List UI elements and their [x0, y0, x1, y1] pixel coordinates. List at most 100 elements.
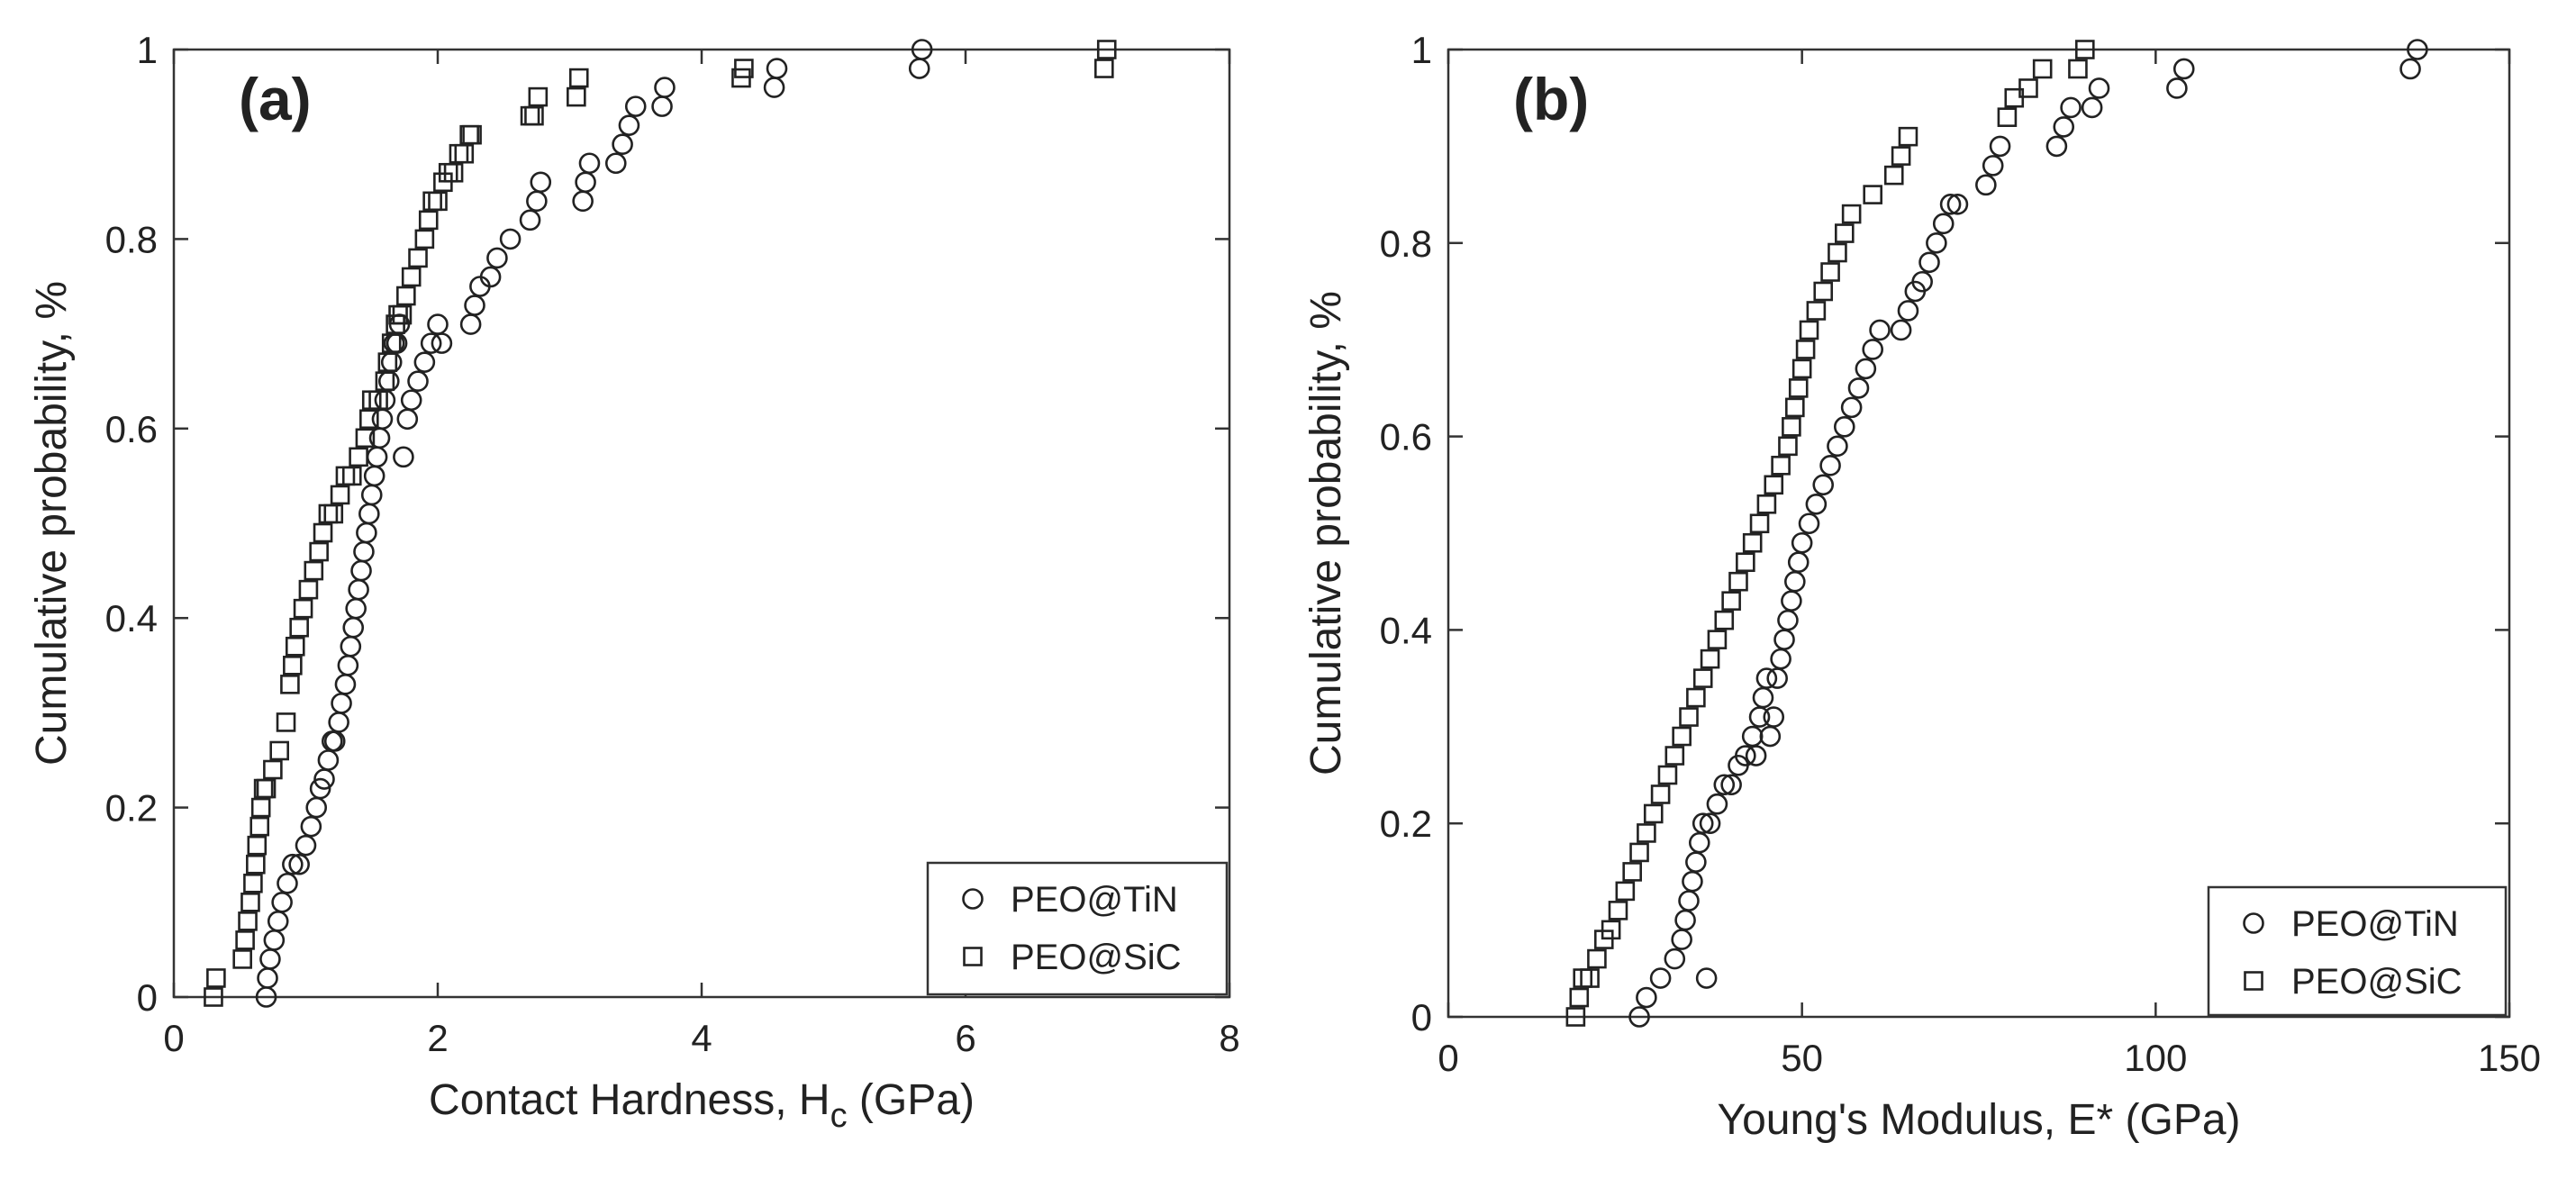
data-point [1812, 474, 1835, 496]
data-point [1798, 512, 1820, 535]
data-point [1664, 948, 1686, 970]
x-tick-label: 0 [163, 1017, 184, 1059]
legend-label: PEO@TiN [2291, 904, 2459, 944]
x-tick-label: 2 [427, 1017, 448, 1059]
data-point [479, 266, 502, 288]
legend-label: PEO@SiC [1011, 938, 1182, 977]
series-peo-sic [1565, 40, 2095, 1027]
data-point [519, 209, 541, 231]
data-point [1799, 320, 1819, 340]
y-tick-label: 0 [1411, 996, 1432, 1038]
data-point [567, 86, 586, 107]
data-point [530, 171, 552, 194]
data-point [243, 873, 263, 893]
data-point [309, 777, 331, 800]
data-point [304, 560, 324, 581]
data-point [1664, 746, 1685, 766]
data-point [238, 911, 258, 931]
data-point [1706, 793, 1728, 815]
data-point [1695, 967, 1718, 989]
data-point [2407, 39, 2428, 60]
data-point [1764, 475, 1784, 495]
data-point [524, 105, 544, 126]
y-tick-label: 0.4 [105, 597, 158, 639]
data-point [392, 304, 413, 325]
data-point [256, 778, 277, 799]
data-point [407, 370, 429, 393]
data-point [1863, 185, 1882, 204]
data-point [282, 853, 304, 875]
data-point [280, 675, 300, 694]
data-point [249, 816, 270, 837]
data-point [1805, 493, 1828, 515]
data-point [568, 68, 589, 88]
data-point [1601, 920, 1621, 940]
data-point [654, 77, 676, 98]
data-point [1735, 745, 1756, 766]
data-point [1713, 774, 1736, 796]
data-point [1728, 571, 1748, 592]
x-tick-label: 150 [2478, 1037, 2541, 1079]
data-point [277, 872, 298, 894]
legend-marker [963, 947, 983, 966]
data-point [1580, 968, 1600, 988]
legend-box [2207, 885, 2508, 1017]
data-point [911, 39, 933, 60]
data-point [1720, 774, 1742, 796]
data-point [269, 740, 290, 761]
data-point [1692, 812, 1714, 835]
data-point [276, 712, 296, 732]
data-point [1699, 812, 1721, 835]
data-point [766, 58, 788, 79]
data-point [486, 247, 508, 269]
data-point [393, 446, 414, 468]
y-axis-label: Cumulative probability, % [28, 281, 76, 766]
data-point [1855, 358, 1877, 380]
x-tick-label: 50 [1781, 1037, 1823, 1079]
series-peo-tin [1628, 39, 2428, 1028]
data-point [1637, 823, 1656, 843]
data-point [1847, 377, 1870, 399]
data-point [1827, 435, 1848, 458]
data-point [2172, 58, 2195, 80]
data-point [1686, 687, 1706, 708]
y-tick-label: 0.8 [1380, 222, 1432, 265]
data-point [1608, 901, 1628, 920]
data-point [309, 541, 329, 562]
data-point [1862, 339, 1883, 360]
data-point [1679, 707, 1699, 727]
data-point [618, 114, 640, 136]
data-point [1869, 319, 1891, 341]
data-point [462, 124, 482, 145]
data-point [1926, 231, 1947, 254]
data-point [1643, 803, 1664, 824]
series-peo-sic [204, 40, 1117, 1007]
data-point [1756, 494, 1777, 514]
data-point [1650, 784, 1671, 804]
data-point [283, 655, 303, 676]
data-point [1833, 416, 1855, 438]
data-point [408, 248, 428, 268]
data-point [1736, 552, 1755, 573]
data-point [1891, 146, 1911, 166]
legend: PEO@TiN PEO@SiC [2207, 885, 2508, 1017]
data-point [289, 617, 309, 638]
data-point [2075, 40, 2095, 59]
data-point [1721, 591, 1741, 611]
legend-box [926, 861, 1229, 996]
data-point [1791, 358, 1812, 379]
data-point [1763, 706, 1785, 728]
data-point [300, 815, 322, 838]
data-point [375, 371, 395, 392]
data-point [204, 987, 223, 1007]
data-point [313, 522, 333, 543]
data-point [1742, 532, 1763, 553]
data-point [624, 95, 647, 117]
data-point [2018, 78, 2038, 98]
data-point [1692, 668, 1713, 688]
data-point [1569, 987, 1590, 1008]
data-point [420, 332, 442, 354]
data-point [1939, 194, 1962, 215]
